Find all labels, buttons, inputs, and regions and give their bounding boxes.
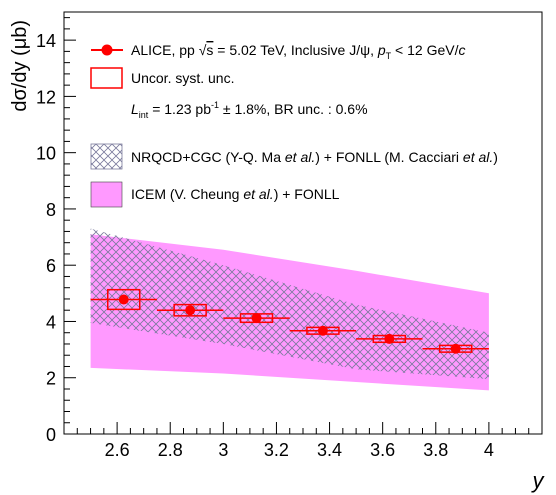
legend-icem-swatch [90,181,123,208]
y-tick-label: 2 [46,369,56,389]
y-tick-label: 4 [46,312,56,332]
x-tick-label: 3.8 [423,440,448,460]
data-point-group-1 [90,288,157,311]
legend-entry-nrqcd: NRQCD+CGC (Y-Q. Ma et al.) + FONLL (M. C… [90,143,498,170]
data-point [450,343,461,354]
x-tick-label: 4 [484,440,494,460]
data-point-group-3 [223,313,290,324]
legend-nrqcd-label: NRQCD+CGC (Y-Q. Ma et al.) + FONLL (M. C… [131,149,498,165]
x-axis-label: y [531,468,546,493]
x-tick-label: 2.8 [158,440,183,460]
legend: ALICE, pp √s = 5.02 TeV, Inclusive J/ψ, … [90,42,498,208]
legend-nrqcd-swatch [90,143,123,170]
x-tick-label: 3.6 [370,440,395,460]
y-tick-label: 14 [36,31,56,51]
data-point [384,333,395,344]
legend-entry-icem: ICEM (V. Cheung et al.) + FONLL [90,181,340,208]
x-axis: 2.6 2.8 3 3.2 3.4 3.6 3.8 4 [63,422,543,460]
legend-syst-box [90,67,123,89]
x-tick-label: 2.6 [105,440,130,460]
legend-alice-marker [101,44,113,56]
legend-entry-alice: ALICE, pp √s = 5.02 TeV, Inclusive J/ψ, … [91,42,465,61]
x-tick-label: 3.2 [264,440,289,460]
legend-entry-syst: Uncor. syst. unc. [90,67,234,89]
y-tick-label: 8 [46,200,56,220]
syst-box [173,303,207,317]
x-tick-label: 3.4 [317,440,342,460]
y-tick-label: 10 [36,144,56,164]
legend-icem-label: ICEM (V. Cheung et al.) + FONLL [131,186,340,202]
data-point [185,305,196,316]
data-point [251,313,262,324]
data-points [90,288,489,354]
legend-luminosity: Lint = 1.23 pb-1 ± 1.8%, BR unc. : 0.6% [131,100,368,120]
data-point-group-2 [156,303,224,317]
y-tick-label: 6 [46,256,56,276]
data-point-group-4 [289,325,357,336]
data-point [118,294,129,305]
data-point [317,325,328,336]
legend-alice-label: ALICE, pp √s = 5.02 TeV, Inclusive J/ψ, … [131,42,465,61]
y-tick-label: 0 [46,425,56,445]
data-point-group-5 [356,333,423,344]
legend-syst-label: Uncor. syst. unc. [131,70,234,86]
syst-box [107,288,141,311]
y-axis-label: dσ/dy (μb) [9,20,31,112]
y-axis: 0 2 4 6 8 10 12 14 [36,17,76,445]
data-point-group-6 [422,343,489,354]
x-tick-label: 3 [218,440,228,460]
y-tick-label: 12 [36,87,56,107]
